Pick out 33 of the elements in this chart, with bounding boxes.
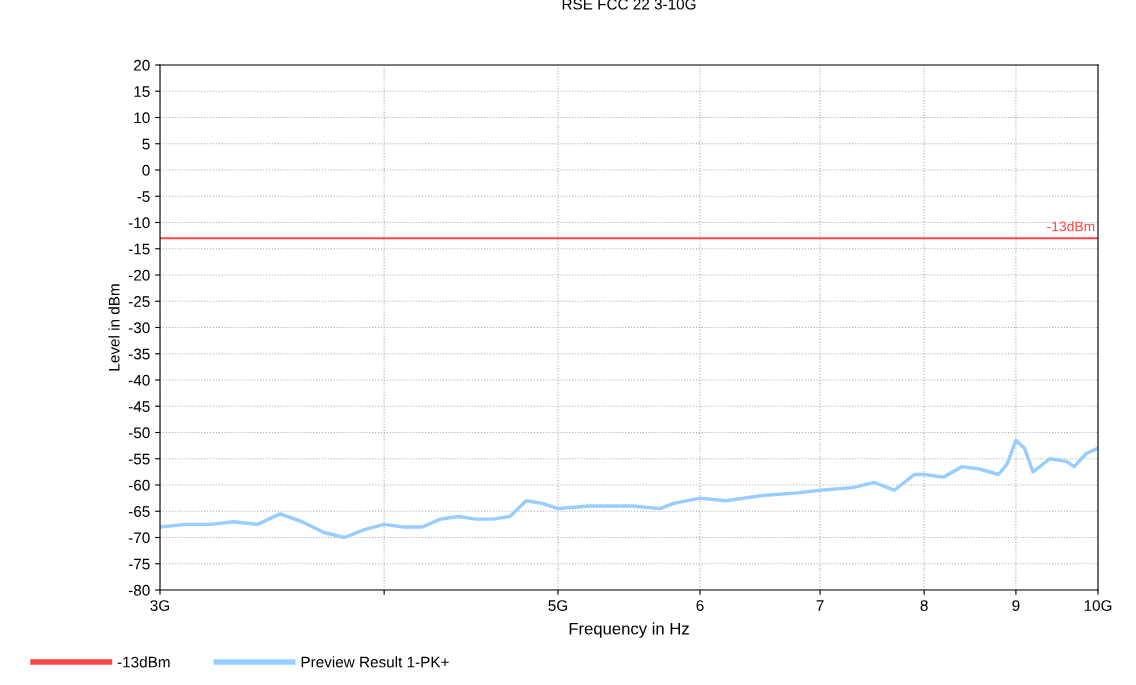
y-tick-label: -30	[128, 322, 150, 334]
y-tick-label: -5	[137, 191, 150, 202]
y-tick-label: -70	[128, 532, 150, 544]
y-tick-label: -15	[128, 243, 150, 255]
y-tick-label: -50	[128, 427, 150, 439]
legend-label: Preview Result 1-PK+	[301, 656, 449, 668]
y-tick-label: -65	[128, 506, 150, 517]
y-tick-label: -60	[128, 479, 150, 491]
y-tick-label: 15	[134, 86, 150, 97]
y-tick-label: -45	[128, 401, 150, 412]
y-tick-label: -75	[128, 558, 150, 570]
x-tick-label: 8	[920, 600, 928, 611]
x-tick-label: 5G	[548, 600, 568, 611]
y-tick-label: -55	[128, 453, 150, 465]
y-tick-label: 20	[134, 59, 150, 71]
ref-line-label: -13dBm	[1047, 221, 1095, 232]
y-tick-label: 10	[134, 112, 150, 124]
y-tick-label: -25	[128, 296, 150, 307]
y-tick-label: -10	[128, 217, 150, 229]
x-tick-label: 3G	[150, 600, 170, 611]
x-tick-label: 6	[696, 600, 704, 611]
y-axis-title: Level in dBm	[108, 284, 120, 371]
x-axis-title: Frequency in Hz	[569, 622, 689, 638]
y-tick-label: -80	[128, 584, 150, 596]
x-tick-label: 10G	[1084, 600, 1112, 611]
y-tick-label: 5	[142, 138, 150, 150]
y-tick-label: 0	[142, 164, 150, 176]
text: -13dBm	[117, 656, 170, 668]
y-tick-label: -20	[128, 269, 150, 281]
x-tick-label: 7	[816, 600, 824, 611]
y-tick-label: -40	[128, 374, 150, 386]
y-tick-label: -35	[128, 348, 150, 360]
x-tick-label: 9	[1012, 600, 1020, 611]
